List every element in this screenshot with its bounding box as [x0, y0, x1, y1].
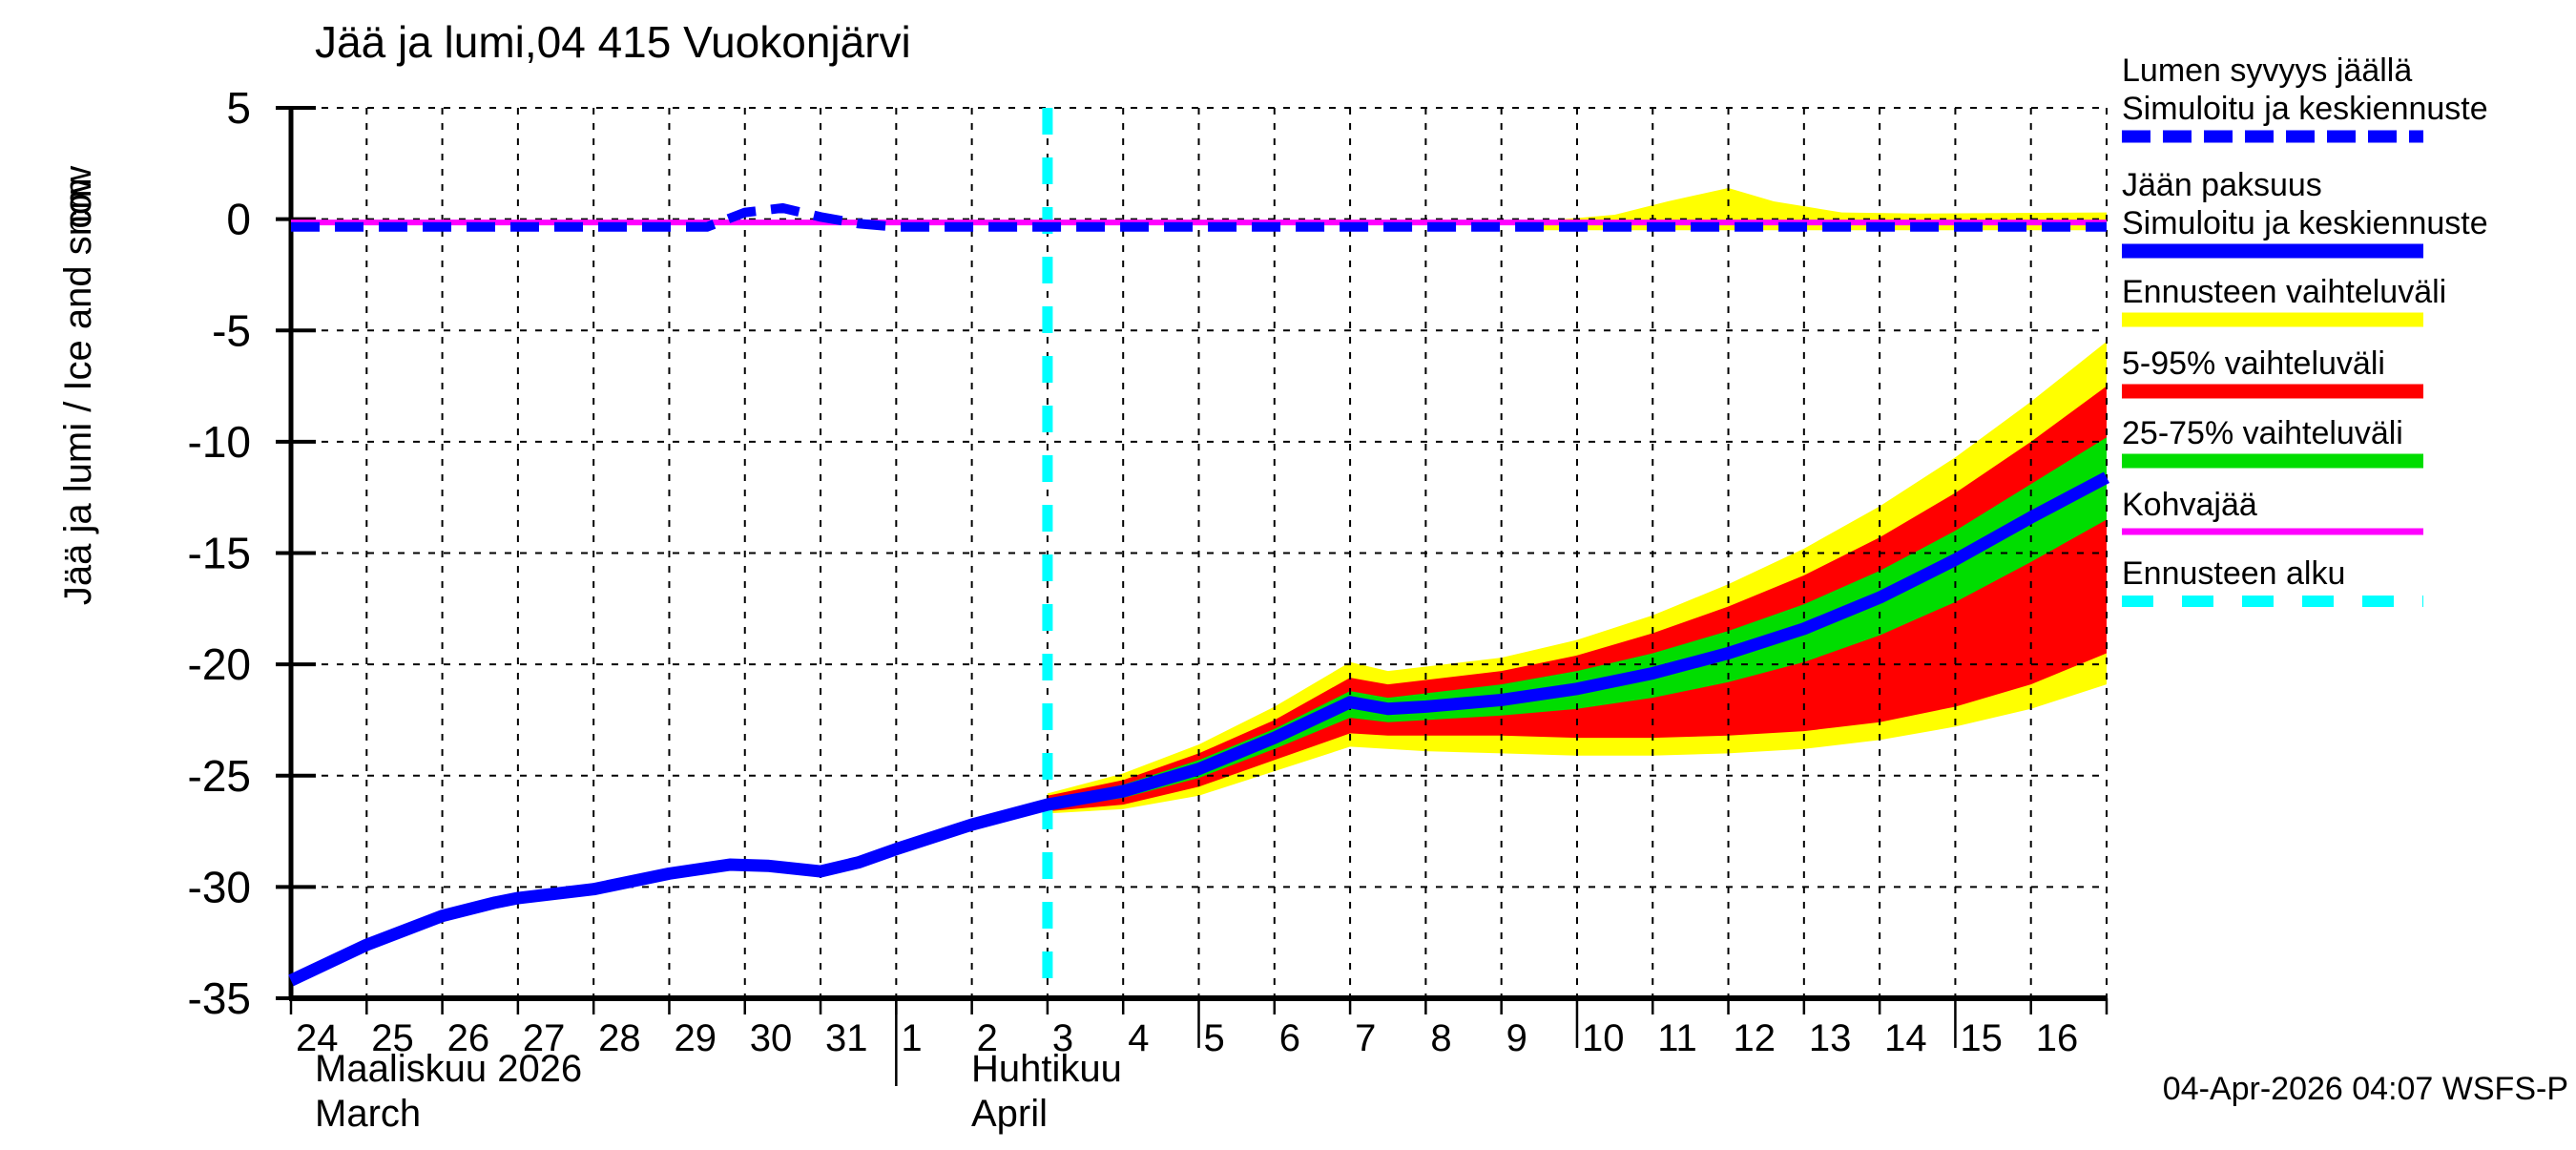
y-axis-unit: cm	[57, 178, 99, 228]
x-tick-label: 11	[1657, 1017, 1697, 1059]
legend-label: Kohvajää	[2122, 487, 2257, 523]
x-tick-label: 28	[598, 1017, 641, 1059]
y-tick-label: -10	[188, 417, 251, 467]
y-tick-label: -15	[188, 529, 251, 578]
y-tick-label: -25	[188, 751, 251, 801]
x-tick-label: 13	[1809, 1017, 1852, 1059]
legend-label: Simuloitu ja keskiennuste	[2122, 91, 2488, 127]
y-tick-label: -5	[212, 305, 251, 355]
x-tick-label: 5	[1204, 1017, 1225, 1059]
y-axis-label: Jää ja lumi / Ice and snow	[57, 166, 99, 605]
run-timestamp: 04-Apr-2026 04:07 WSFS-P	[2163, 1071, 2568, 1107]
legend-label: Jään paksuus	[2122, 167, 2322, 203]
x-tick-labels: 24 25 26 27 28 29 30 31 1 2 3 4 5 6 7 8 9 10 11 12 13 14 15 16	[296, 1017, 2078, 1059]
axes	[276, 106, 2109, 1086]
y-tick-label: -20	[188, 639, 251, 689]
legend-label: 25-75% vaihteluväli	[2122, 415, 2403, 451]
x-tick-label: 10	[1582, 1017, 1625, 1059]
y-tick-label: 5	[226, 83, 251, 133]
x-tick-label: 25	[371, 1017, 414, 1059]
band-5-95-red	[1047, 386, 2107, 812]
y-tick-labels: 5 0 -5 -10 -15 -20 -25 -30 -35	[188, 83, 251, 1023]
x-tick-label: 12	[1734, 1017, 1776, 1059]
x-tick-label: 15	[1960, 1017, 2003, 1059]
legend-item-snow-depth: Lumen syvyys jäällä Simuloitu ja keskien…	[2122, 52, 2488, 143]
x-tick-label: 3	[1052, 1017, 1073, 1059]
legend-item-kohva: Kohvajää	[2122, 487, 2423, 535]
x-tick-label: 1	[901, 1017, 922, 1059]
x-tick-label: 8	[1430, 1017, 1451, 1059]
y-tick-label: 0	[226, 195, 251, 244]
x-tick-label: 31	[825, 1017, 868, 1059]
x-tick-label: 7	[1355, 1017, 1376, 1059]
month-label-april-en: April	[971, 1093, 1048, 1135]
month-label-april-fi: Huhtikuu	[971, 1048, 1122, 1090]
snow-depth-line	[291, 202, 2107, 232]
x-tick-label: 26	[447, 1017, 490, 1059]
snow-depth-polyline	[291, 202, 2107, 232]
gridlines	[291, 107, 2108, 998]
legend-item-range-25-75: 25-75% vaihteluväli	[2122, 415, 2423, 469]
x-tick-label: 9	[1506, 1017, 1527, 1059]
legend-label: Simuloitu ja keskiennuste	[2122, 205, 2488, 241]
chart-title: Jää ja lumi,04 415 Vuokonjärvi	[315, 17, 911, 67]
legend-item-forecast-start: Ennusteen alku	[2122, 555, 2423, 607]
legend-label: 5-95% vaihteluväli	[2122, 345, 2385, 382]
month-label-march-fi: Maaliskuu 2026	[315, 1048, 582, 1090]
ice-thickness-polyline	[288, 471, 2110, 987]
x-tick-label: 24	[296, 1017, 339, 1059]
x-tick-label: 6	[1279, 1017, 1300, 1059]
x-tick-label: 29	[674, 1017, 717, 1059]
x-tick-label: 27	[523, 1017, 566, 1059]
legend-label: Lumen syvyys jäällä	[2122, 52, 2412, 89]
legend-label: Ennusteen alku	[2122, 555, 2345, 592]
x-tick-label: 16	[2036, 1017, 2079, 1059]
x-tick-label: 4	[1128, 1017, 1149, 1059]
y-tick-label: -35	[188, 973, 251, 1023]
month-label-march-en: March	[315, 1093, 421, 1135]
legend-item-range-5-95: 5-95% vaihteluväli	[2122, 345, 2423, 399]
x-tick-label: 2	[977, 1017, 998, 1059]
ice-thickness-line	[288, 471, 2110, 987]
y-tick-label: -30	[188, 862, 251, 911]
legend-item-ice-thickness: Jään paksuus Simuloitu ja keskiennuste	[2122, 167, 2488, 259]
x-tick-label: 14	[1884, 1017, 1927, 1059]
forecast-bands	[1047, 341, 2107, 814]
legend-item-forecast-range: Ennusteen vaihteluväli	[2122, 274, 2446, 327]
x-tick-label: 30	[750, 1017, 793, 1059]
legend: Lumen syvyys jäällä Simuloitu ja keskien…	[2122, 52, 2488, 607]
legend-label: Ennusteen vaihteluväli	[2122, 274, 2446, 310]
